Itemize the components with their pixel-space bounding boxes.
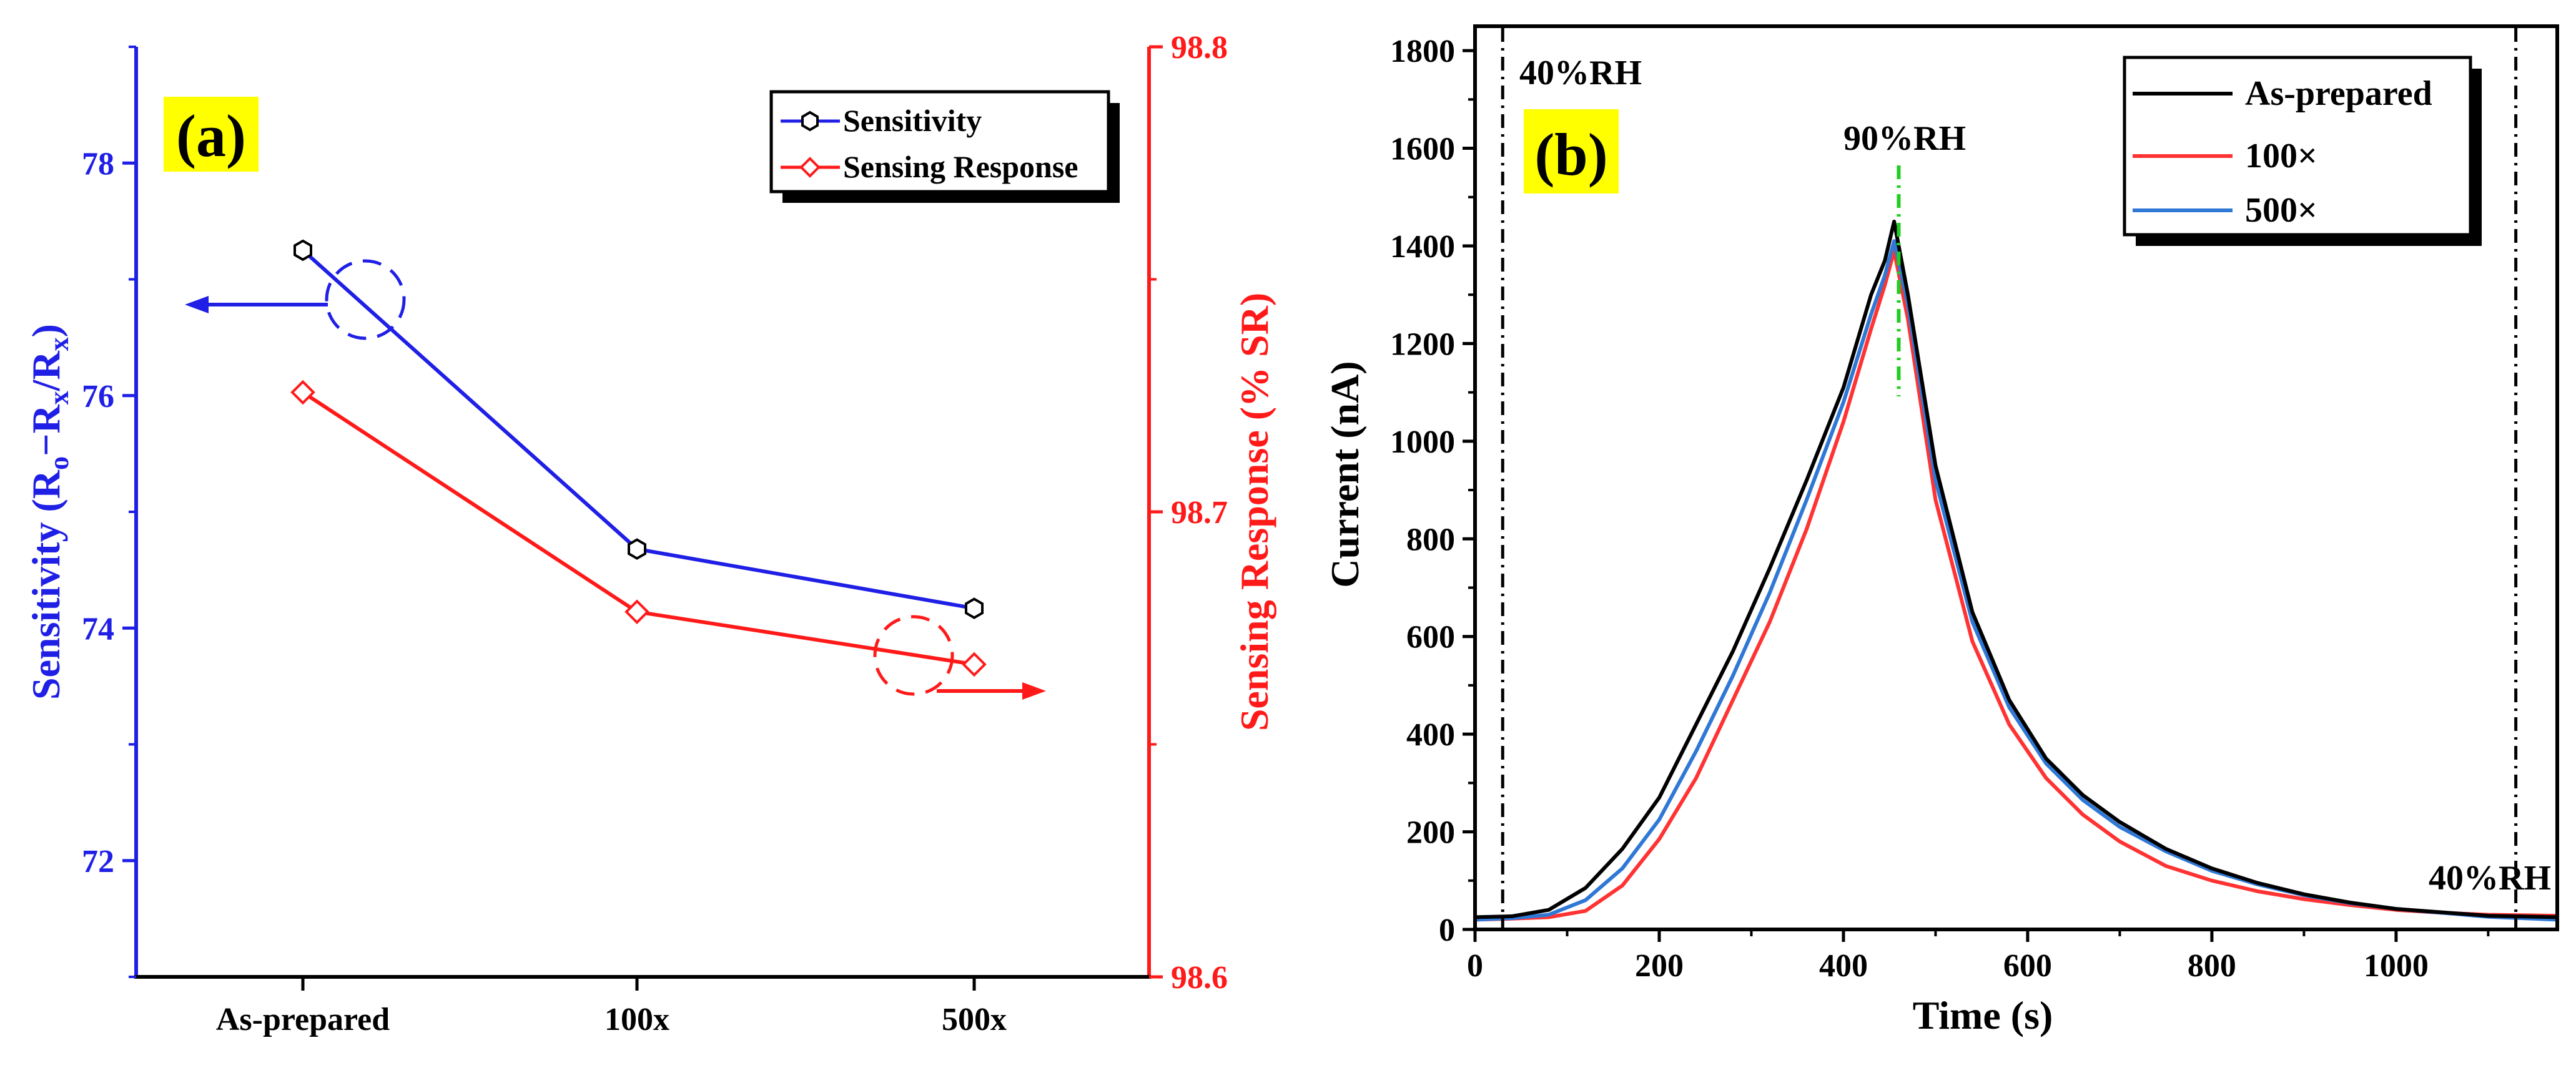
panel-a-series [290, 239, 987, 677]
panel-a-right-arrow-head [1022, 682, 1046, 700]
panel-b-series-line [1474, 239, 2558, 922]
panel-b-x-axis-title: Time (s) [1913, 993, 2053, 1037]
panel-b-y-tick-label: 600 [1406, 620, 1455, 655]
panel-b-x-tick-label: 200 [1635, 948, 1684, 984]
panel-a-chart: 72 74 76 78 98.6 98.7 98.8 As-prepared 100x 500… [24, 30, 1276, 1037]
panel-b-x-tick-label: 600 [2003, 948, 2052, 984]
legend-100x-label: 100× [2245, 137, 2317, 175]
panel-b-start-annotation: 40%RH [1519, 54, 1642, 92]
panel-a-x-tick-label: 500x [942, 1002, 1007, 1037]
panel-b-y-tick-label: 0 [1439, 913, 1455, 948]
panel-a-legend: Sensitivity Sensing Response [769, 90, 1120, 203]
panel-a-sensitivity-point [294, 239, 312, 262]
panel-a-x-ticks: As-prepared 100x 500x [216, 977, 1007, 1037]
legend-as-prepared-label: As-prepared [2245, 74, 2432, 113]
panel-b-y-tick-label: 1000 [1390, 424, 1455, 460]
panel-b-end-annotation: 40%RH [2429, 859, 2551, 898]
panel-a-label: (a) [176, 102, 246, 169]
panel-b-y-ticks: 0 200 400 600 800 1000 1200 1400 1600 1800 [1390, 34, 1475, 948]
panel-a-left-tick-label: 72 [82, 844, 114, 879]
panel-b-y-tick-label: 400 [1406, 717, 1455, 753]
panel-b-x-tick-label: 1000 [2364, 948, 2429, 984]
panel-b-y-tick-label: 1200 [1390, 326, 1455, 362]
panel-b-x-ticks: 0 200 400 600 800 1000 [1467, 929, 2490, 984]
panel-a-right-tick-label: 98.6 [1171, 960, 1228, 996]
panel-a-sensitivity-point [628, 538, 646, 560]
panel-b-series-line [1474, 248, 2558, 922]
panel-a-left-tick-label: 78 [82, 146, 114, 182]
panel-a-x-tick-label: As-prepared [216, 1002, 390, 1037]
panel-a-sensing-response-point [290, 380, 315, 405]
panel-b-series [1474, 219, 2558, 922]
panel-b-label: (b) [1534, 121, 1607, 188]
panel-a-right-ticks: 98.6 98.7 98.8 [1149, 30, 1228, 996]
legend-sensitivity-label: Sensitivity [843, 103, 982, 138]
panel-b-chart: 0 200 400 600 800 1000 0 200 400 600 800 1000 1200 1… [1323, 24, 2559, 1037]
panel-b-x-tick-label: 400 [1819, 948, 1868, 984]
panel-a-right-tick-label: 98.8 [1171, 30, 1228, 66]
panel-a-sensing-response-point [624, 599, 649, 625]
panel-b-plot-frame [1473, 24, 2559, 931]
panel-b-y-tick-label: 1800 [1390, 34, 1455, 69]
panel-a-sensing-response-point [962, 652, 987, 677]
panel-a-left-tick-label: 76 [82, 379, 114, 414]
panel-b-x-tick-label: 0 [1467, 948, 1483, 984]
panel-b-series-line [1474, 219, 2558, 919]
panel-a-left-arrow-head [185, 296, 209, 313]
panel-b-y-tick-label: 1600 [1390, 132, 1455, 167]
panel-a-response-circle [873, 615, 954, 696]
panel-b-peak-annotation: 90%RH [1843, 119, 1966, 158]
legend-sensing-response-marker [799, 157, 821, 178]
panel-b-label-bg [1524, 109, 1619, 194]
panel-a-sensitivity-point [965, 597, 984, 619]
panel-a-left-tick-label: 74 [82, 611, 114, 647]
panel-a-left-ticks: 72 74 76 78 [82, 46, 136, 978]
panel-b-y-tick-label: 800 [1406, 522, 1455, 557]
panel-a-y-axis-title: Sensitivity (Ro−Rx/Rx) [24, 324, 74, 700]
panel-a-right-tick-label: 98.7 [1171, 495, 1228, 531]
panel-b-legend-box [2123, 56, 2472, 237]
legend-500x-label: 500× [2245, 191, 2317, 230]
panel-a-x-tick-label: 100x [605, 1002, 669, 1037]
panel-b-y-tick-label: 1400 [1390, 229, 1455, 265]
panel-a-legend-box [769, 90, 1110, 194]
panel-b-x-tick-label: 800 [2188, 948, 2236, 984]
panel-a-label-bg [164, 97, 259, 172]
legend-sensing-response-label: Sensing Response [843, 149, 1078, 184]
legend-sensitivity-marker [801, 110, 819, 132]
panel-b-y-tick-label: 200 [1406, 815, 1455, 851]
panel-a-sensitivity-circle [325, 259, 406, 340]
panel-b-legend: As-prepared 100× 500× [2123, 56, 2482, 246]
panel-a-y2-axis-title: Sensing Response (% SR) [1232, 293, 1276, 731]
panel-a-series-line [302, 391, 975, 667]
panel-b-y-axis-title: Current (nA) [1323, 361, 1367, 587]
